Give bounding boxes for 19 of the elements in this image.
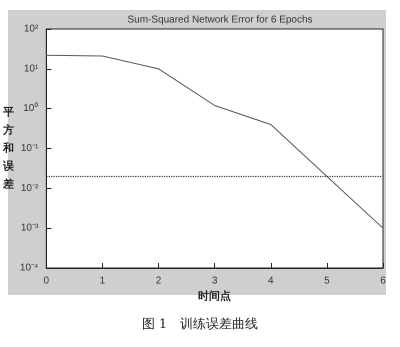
y-tick-label: 10¹	[24, 63, 39, 74]
x-tick-label: 5	[324, 276, 330, 286]
line-series	[46, 54, 384, 229]
y-tick-label: 10⁻⁴	[20, 262, 38, 274]
y-tick-label: 10⁻³	[20, 222, 39, 234]
y-tick-label: 10²	[24, 24, 39, 34]
x-tick-label: 0	[44, 276, 50, 286]
y-tick-label: 10⁻²	[20, 182, 39, 194]
x-axis-title: 时间点	[198, 289, 232, 302]
x-tick-label: 6	[380, 276, 386, 286]
y-tick-label: 10⁰	[23, 102, 38, 114]
y-axis-title: 平方和误差	[2, 106, 15, 190]
caption: 图 1 训练误差曲线	[142, 317, 258, 332]
x-tick-label: 1	[100, 276, 106, 286]
x-tick-label: 4	[268, 276, 274, 286]
x-tick-label: 2	[156, 276, 162, 286]
y-tick-label: 10⁻¹	[20, 143, 39, 154]
chart-title: Sum-Squared Network Error for 6 Epochs	[127, 14, 313, 26]
x-tick-label: 3	[212, 276, 218, 286]
